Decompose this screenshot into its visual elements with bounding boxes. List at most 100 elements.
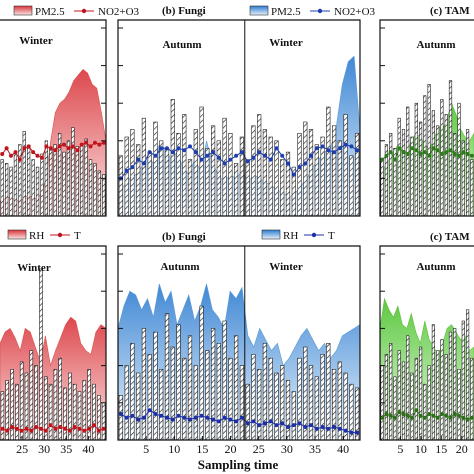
bar-top-left-17 xyxy=(75,146,79,217)
point-bottom-middle-0 xyxy=(118,412,123,416)
xtick-label-bottom-middle-3: 20 xyxy=(225,442,237,456)
point-top-middle-33 xyxy=(309,153,313,158)
bar-bottom-right-9 xyxy=(418,346,423,441)
point-bottom-right-15 xyxy=(444,413,449,418)
bar-top-middle-28 xyxy=(280,159,285,217)
xtick-label-bottom-left-0: 25 xyxy=(16,442,28,456)
season-label-top-middle-0: Autunm xyxy=(162,39,201,51)
point-bottom-left-16 xyxy=(77,426,82,431)
bar-bottom-left-20 xyxy=(97,395,101,441)
point-bottom-middle-28 xyxy=(280,421,285,426)
point-top-middle-31 xyxy=(297,165,302,170)
point-bottom-right-4 xyxy=(397,410,402,415)
point-top-middle-15 xyxy=(205,153,210,158)
bar-bottom-middle-9 xyxy=(170,346,175,441)
bar-bottom-right-6 xyxy=(406,335,410,441)
bar-bottom-right-4 xyxy=(397,350,401,441)
bar-bottom-left-19 xyxy=(92,383,96,441)
point-top-left-11 xyxy=(48,146,53,151)
point-top-middle-35 xyxy=(320,144,325,149)
point-bottom-middle-18 xyxy=(222,415,227,420)
point-top-right-21 xyxy=(469,153,474,158)
bar-bottom-middle-24 xyxy=(257,368,262,441)
panel-bottom-middle: 5 10 15 20 25 30 35 40 (b) Fungi Autunm Winter RH T xyxy=(117,229,361,456)
frame-top-right xyxy=(379,19,474,217)
point-top-middle-2 xyxy=(130,165,135,170)
point-top-middle-24 xyxy=(257,150,262,155)
bar-bottom-left-21 xyxy=(101,402,106,441)
xtick-label-bottom-middle-1: 10 xyxy=(168,442,180,456)
bar-top-left-18 xyxy=(80,144,84,217)
point-top-left-6 xyxy=(26,144,31,149)
bar-bottom-right-7 xyxy=(410,372,414,441)
bar-top-right-0 xyxy=(380,159,384,217)
point-bottom-right-16 xyxy=(448,415,453,420)
bar-bottom-right-13 xyxy=(436,350,440,441)
point-bottom-right-2 xyxy=(388,413,393,418)
bar-top-middle-2 xyxy=(130,129,135,217)
bar-top-middle-36 xyxy=(326,106,331,217)
bar-top-middle-20 xyxy=(234,163,239,217)
bar-bottom-middle-4 xyxy=(141,328,147,441)
point-top-right-8 xyxy=(414,148,419,153)
bar-bottom-middle-10 xyxy=(176,324,181,441)
point-bottom-right-1 xyxy=(384,412,389,416)
point-top-middle-14 xyxy=(199,157,204,162)
point-top-left-16 xyxy=(70,144,75,149)
bar-bottom-left-3 xyxy=(15,383,19,441)
bar-top-left-2 xyxy=(9,166,13,217)
point-bottom-right-6 xyxy=(405,413,410,418)
bar-top-middle-5 xyxy=(147,151,152,217)
bar-top-left-3 xyxy=(13,151,18,217)
point-bottom-right-18 xyxy=(457,413,461,418)
x-axis-label: Sampling time xyxy=(198,457,279,472)
point-bottom-right-0 xyxy=(380,415,385,420)
point-top-left-21 xyxy=(93,140,97,145)
bar-top-right-17 xyxy=(453,133,457,217)
bar-top-middle-17 xyxy=(216,140,221,217)
legend-label-bottom-middle-0: RH xyxy=(283,230,298,242)
point-bottom-right-11 xyxy=(427,412,432,416)
bar-top-middle-8 xyxy=(164,148,170,217)
bar-bottom-right-19 xyxy=(461,320,465,441)
bar-top-middle-0 xyxy=(118,155,123,217)
point-top-right-3 xyxy=(393,157,397,162)
point-bottom-middle-37 xyxy=(332,425,337,429)
point-bottom-left-9 xyxy=(43,428,48,433)
bar-top-left-15 xyxy=(66,140,71,217)
bar-top-middle-4 xyxy=(141,117,147,217)
point-top-left-0 xyxy=(0,152,5,156)
point-bottom-middle-27 xyxy=(274,423,279,428)
bar-top-middle-33 xyxy=(308,129,314,217)
point-bottom-middle-6 xyxy=(153,412,158,416)
point-bottom-left-19 xyxy=(92,423,96,428)
point-bottom-middle-39 xyxy=(343,428,348,433)
point-top-left-23 xyxy=(101,140,106,145)
bar-bottom-middle-30 xyxy=(291,391,296,441)
bar-bottom-right-17 xyxy=(453,328,457,441)
bar-bottom-middle-12 xyxy=(187,335,193,441)
panel-title-top-right: (c) TAM xyxy=(430,5,470,17)
bar-bottom-middle-27 xyxy=(274,372,279,441)
bar-top-middle-6 xyxy=(153,121,158,217)
legend-marker-bottom-left xyxy=(57,232,63,238)
bar-top-left-14 xyxy=(62,151,66,217)
bar-top-right-11 xyxy=(427,84,431,217)
point-bottom-right-12 xyxy=(431,413,436,418)
point-top-right-14 xyxy=(440,152,444,156)
frame-top-left xyxy=(0,19,107,217)
point-top-right-15 xyxy=(444,150,449,155)
point-bottom-middle-38 xyxy=(337,426,342,431)
point-bottom-middle-4 xyxy=(141,415,146,420)
frame-bottom-left xyxy=(0,245,107,441)
bar-bottom-middle-1 xyxy=(124,365,129,441)
point-bottom-right-13 xyxy=(435,415,440,420)
point-top-middle-37 xyxy=(332,150,337,155)
point-top-left-13 xyxy=(57,144,62,149)
bar-bottom-middle-25 xyxy=(262,342,268,441)
point-top-middle-20 xyxy=(234,153,239,158)
bar-bottom-left-10 xyxy=(48,383,53,441)
point-top-left-9 xyxy=(40,155,44,160)
bar-bottom-middle-31 xyxy=(297,357,302,441)
bar-bottom-middle-6 xyxy=(153,331,158,441)
